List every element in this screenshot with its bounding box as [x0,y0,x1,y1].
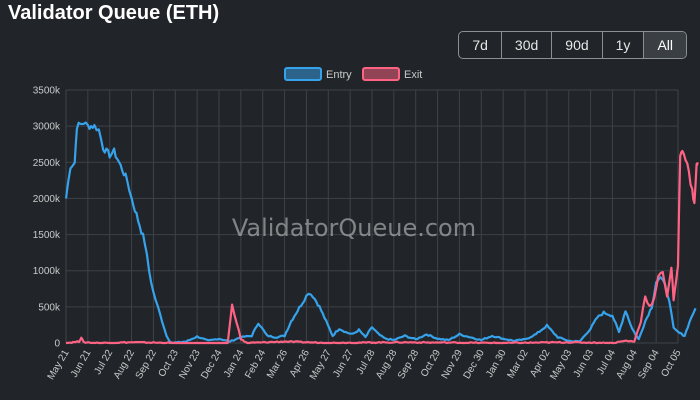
x-tick-label: Oct 05 [659,348,683,379]
chart-grid [65,89,679,344]
x-tick-label: Dec 24 [199,348,225,381]
x-tick-label: Dec 30 [462,348,488,381]
page-title: Validator Queue (ETH) [8,2,220,24]
range-all-button[interactable]: All [644,32,686,58]
y-tick-label: 2500k [33,158,61,169]
legend-exit-swatch[interactable] [362,67,400,81]
x-tick-label: Jul 04 [595,348,618,377]
range-90d-button[interactable]: 90d [552,32,603,58]
x-tick-label: May 27 [308,348,334,382]
y-tick-label: 3000k [33,122,61,133]
y-tick-label: 0 [54,339,60,350]
legend: Entry Exit [284,67,422,81]
series-lines [64,121,699,345]
x-tick-label: Jun 21 [69,348,94,380]
watermark: ValidatorQueue.com [232,214,476,242]
x-tick-label: May 21 [46,348,72,382]
range-7d-button[interactable]: 7d [459,32,502,58]
time-range-selector: 7d 30d 90d 1y All [458,31,687,59]
x-tick-label: Mar 26 [265,348,290,381]
series-line-exit [65,149,699,345]
x-tick-label: Mar 02 [506,348,531,381]
y-tick-label: 2000k [33,194,61,205]
legend-entry-label[interactable]: Entry [326,69,352,81]
x-tick-label: Jul 28 [355,348,378,377]
x-tick-label: Jul 22 [92,348,115,377]
legend-entry-swatch[interactable] [284,67,322,81]
x-tick-label: Sep 04 [636,348,662,381]
x-tick-label: Jun 27 [331,348,356,380]
x-tick-label: Jun 03 [572,348,597,380]
y-axis: 0 500k 1000k 1500k 2000k 2500k 3000k 3500k [33,86,61,350]
y-tick-label: 1000k [33,266,61,277]
y-tick-label: 500k [38,302,61,313]
range-30d-button[interactable]: 30d [502,32,553,58]
x-tick-label: May 03 [548,348,574,382]
legend-exit-label[interactable]: Exit [404,69,422,81]
y-tick-label: 1500k [33,230,61,241]
range-1y-button[interactable]: 1y [603,32,645,58]
x-tick-label: Sep 22 [134,348,160,381]
y-tick-label: 3500k [33,86,61,97]
x-tick-label: Sep 28 [396,348,422,381]
